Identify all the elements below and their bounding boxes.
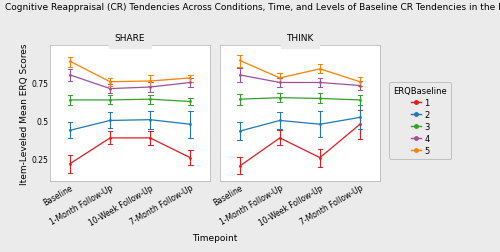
Legend: 1, 2, 3, 4, 5: 1, 2, 3, 4, 5 [389,83,452,159]
Y-axis label: Item-Leveled Mean ERQ Scores: Item-Leveled Mean ERQ Scores [20,43,29,184]
Title: THINK: THINK [286,34,314,43]
Text: Timepoint: Timepoint [192,233,238,242]
Title: SHARE: SHARE [115,34,146,43]
Text: Cognitive Reappraisal (CR) Tendencies Across Conditions, Time, and Levels of Bas: Cognitive Reappraisal (CR) Tendencies Ac… [5,3,500,12]
